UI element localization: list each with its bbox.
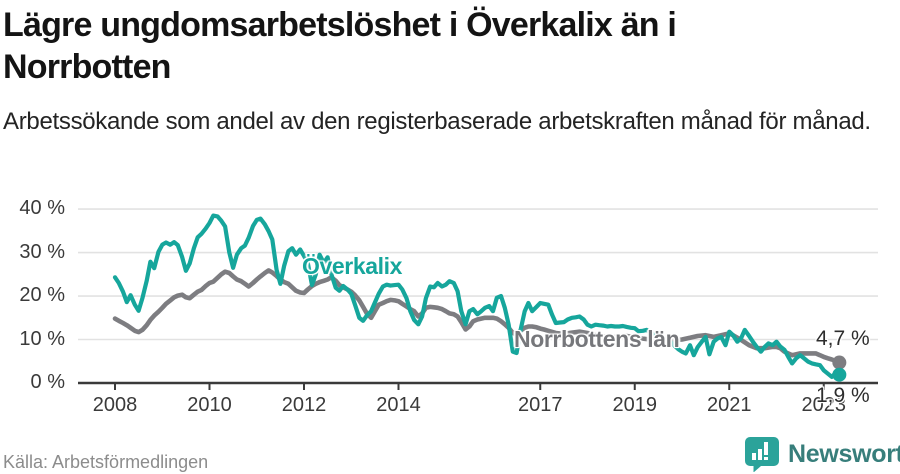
series-line-overkalix (112, 213, 842, 379)
y-axis-label: 40 % (19, 197, 65, 220)
x-axis-label: 2012 (281, 394, 327, 416)
x-axis-label: 2010 (187, 394, 232, 416)
page-subtitle: Arbetssökande som andel av den registerb… (3, 108, 871, 135)
x-axis-label: 2008 (92, 394, 138, 416)
y-axis-label: 30 % (19, 240, 65, 263)
series-line-norrbottens-lan (112, 268, 842, 365)
x-axis-label: 2021 (707, 394, 752, 416)
x-axis-label: 2014 (376, 394, 421, 416)
x-axis-label: 2017 (518, 394, 563, 416)
end-value-overkalix: 1,9 % (816, 384, 870, 407)
series-end-dot-overkalix (832, 367, 847, 382)
y-axis-label: 10 % (19, 327, 65, 350)
source-note: Källa: Arbetsförmedlingen (3, 452, 209, 472)
series-label-overkalix: Överkalix (302, 253, 402, 279)
y-axis-label: 0 % (30, 371, 65, 393)
newsworthy-logo[interactable]: Newsworthy (744, 436, 900, 472)
newsworthy-icon (745, 437, 779, 472)
y-axis-label: 20 % (19, 284, 65, 307)
x-axis-label: 2023 (801, 394, 847, 416)
x-axis-label: 2019 (612, 394, 658, 416)
page-title: Lägre ungdomsarbetslöshet i Överkalix än… (3, 6, 677, 86)
series-end-dot-norrbottens-lan (832, 355, 847, 370)
newsworthy-wordmark: Newsworthy (788, 439, 900, 468)
series-label-norrbottens-lan: Norrbottens län (514, 326, 680, 352)
end-value-norrbottens-lan: 4,7 % (816, 327, 870, 350)
